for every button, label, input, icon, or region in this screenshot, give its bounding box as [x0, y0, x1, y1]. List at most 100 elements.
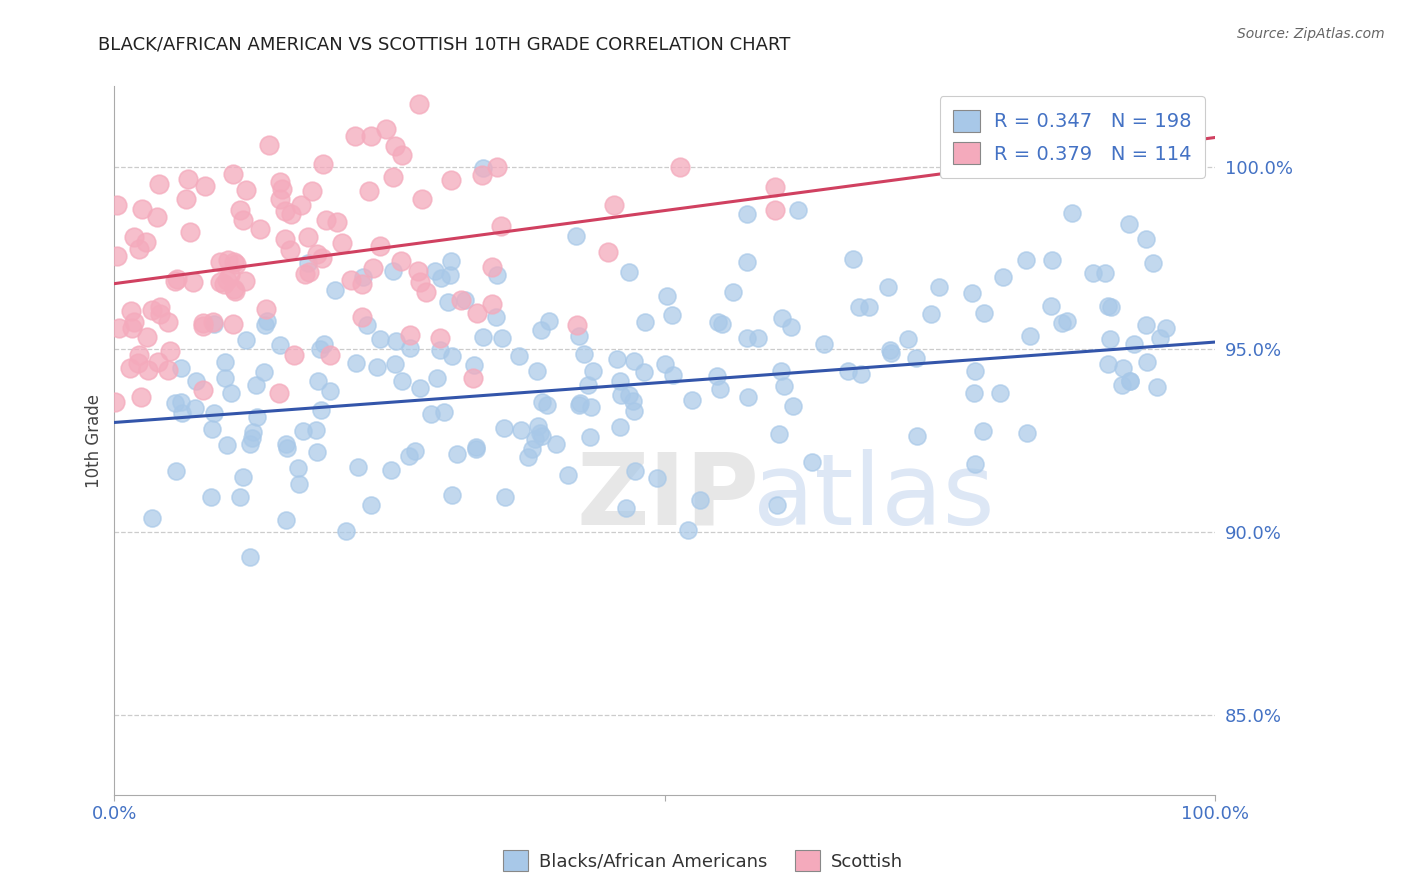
- Point: [920, 307, 942, 321]
- Point: [647, 471, 669, 485]
- Point: [526, 364, 548, 378]
- Point: [654, 357, 676, 371]
- Point: [485, 160, 508, 174]
- Point: [523, 432, 546, 446]
- Point: [446, 447, 468, 461]
- Point: [319, 349, 342, 363]
- Point: [170, 394, 193, 409]
- Point: [212, 277, 235, 292]
- Point: [988, 385, 1011, 400]
- Point: [880, 346, 903, 360]
- Point: [858, 300, 880, 314]
- Point: [253, 318, 276, 333]
- Point: [1136, 354, 1159, 368]
- Point: [813, 337, 835, 351]
- Point: [323, 283, 346, 297]
- Point: [273, 204, 295, 219]
- Point: [963, 386, 986, 401]
- Point: [193, 318, 215, 333]
- Point: [233, 274, 256, 288]
- Point: [389, 253, 412, 268]
- Point: [283, 348, 305, 362]
- Point: [450, 293, 472, 307]
- Point: [963, 364, 986, 378]
- Point: [330, 236, 353, 251]
- Point: [222, 318, 245, 332]
- Point: [391, 148, 413, 162]
- Point: [1050, 316, 1073, 330]
- Point: [179, 225, 201, 239]
- Point: [298, 264, 321, 278]
- Point: [381, 264, 404, 278]
- Point: [239, 436, 262, 450]
- Point: [471, 161, 494, 175]
- Point: [131, 202, 153, 216]
- Point: [472, 330, 495, 344]
- Point: [1017, 425, 1039, 440]
- Point: [269, 175, 291, 189]
- Point: [385, 334, 408, 348]
- Point: [568, 398, 591, 412]
- Point: [973, 306, 995, 320]
- Point: [429, 343, 451, 357]
- Legend: R = 0.347   N = 198, R = 0.379   N = 114: R = 0.347 N = 198, R = 0.379 N = 114: [939, 96, 1205, 178]
- Point: [735, 255, 758, 269]
- Point: [609, 420, 631, 434]
- Point: [634, 315, 657, 329]
- Point: [141, 510, 163, 524]
- Point: [463, 371, 485, 385]
- Point: [598, 244, 620, 259]
- Point: [181, 276, 204, 290]
- Point: [1135, 232, 1157, 246]
- Point: [517, 450, 540, 464]
- Point: [404, 443, 426, 458]
- Point: [314, 337, 336, 351]
- Point: [202, 317, 225, 331]
- Point: [430, 271, 453, 285]
- Point: [232, 213, 254, 227]
- Point: [166, 272, 188, 286]
- Point: [204, 406, 226, 420]
- Point: [609, 374, 631, 388]
- Point: [149, 300, 172, 314]
- Point: [1136, 158, 1159, 172]
- Point: [440, 173, 463, 187]
- Point: [311, 251, 333, 265]
- Point: [747, 331, 769, 345]
- Point: [194, 179, 217, 194]
- Point: [271, 182, 294, 196]
- Point: [146, 355, 169, 369]
- Point: [770, 310, 793, 325]
- Point: [229, 491, 252, 505]
- Point: [128, 348, 150, 362]
- Point: [399, 327, 422, 342]
- Point: [294, 267, 316, 281]
- Point: [1118, 217, 1140, 231]
- Point: [375, 121, 398, 136]
- Point: [623, 464, 645, 478]
- Point: [1119, 374, 1142, 388]
- Point: [343, 129, 366, 144]
- Point: [1135, 318, 1157, 332]
- Point: [707, 315, 730, 329]
- Point: [165, 274, 187, 288]
- Point: [124, 315, 146, 329]
- Point: [709, 382, 731, 396]
- Point: [297, 256, 319, 270]
- Point: [217, 252, 239, 267]
- Point: [254, 302, 277, 317]
- Point: [299, 61, 322, 75]
- Point: [617, 265, 640, 279]
- Point: [769, 364, 792, 378]
- Point: [242, 425, 264, 440]
- Point: [491, 219, 513, 233]
- Point: [267, 385, 290, 400]
- Point: [569, 396, 592, 410]
- Point: [481, 296, 503, 310]
- Point: [165, 464, 187, 478]
- Point: [222, 167, 245, 181]
- Point: [352, 310, 374, 324]
- Point: [737, 390, 759, 404]
- Point: [1094, 266, 1116, 280]
- Point: [578, 429, 600, 443]
